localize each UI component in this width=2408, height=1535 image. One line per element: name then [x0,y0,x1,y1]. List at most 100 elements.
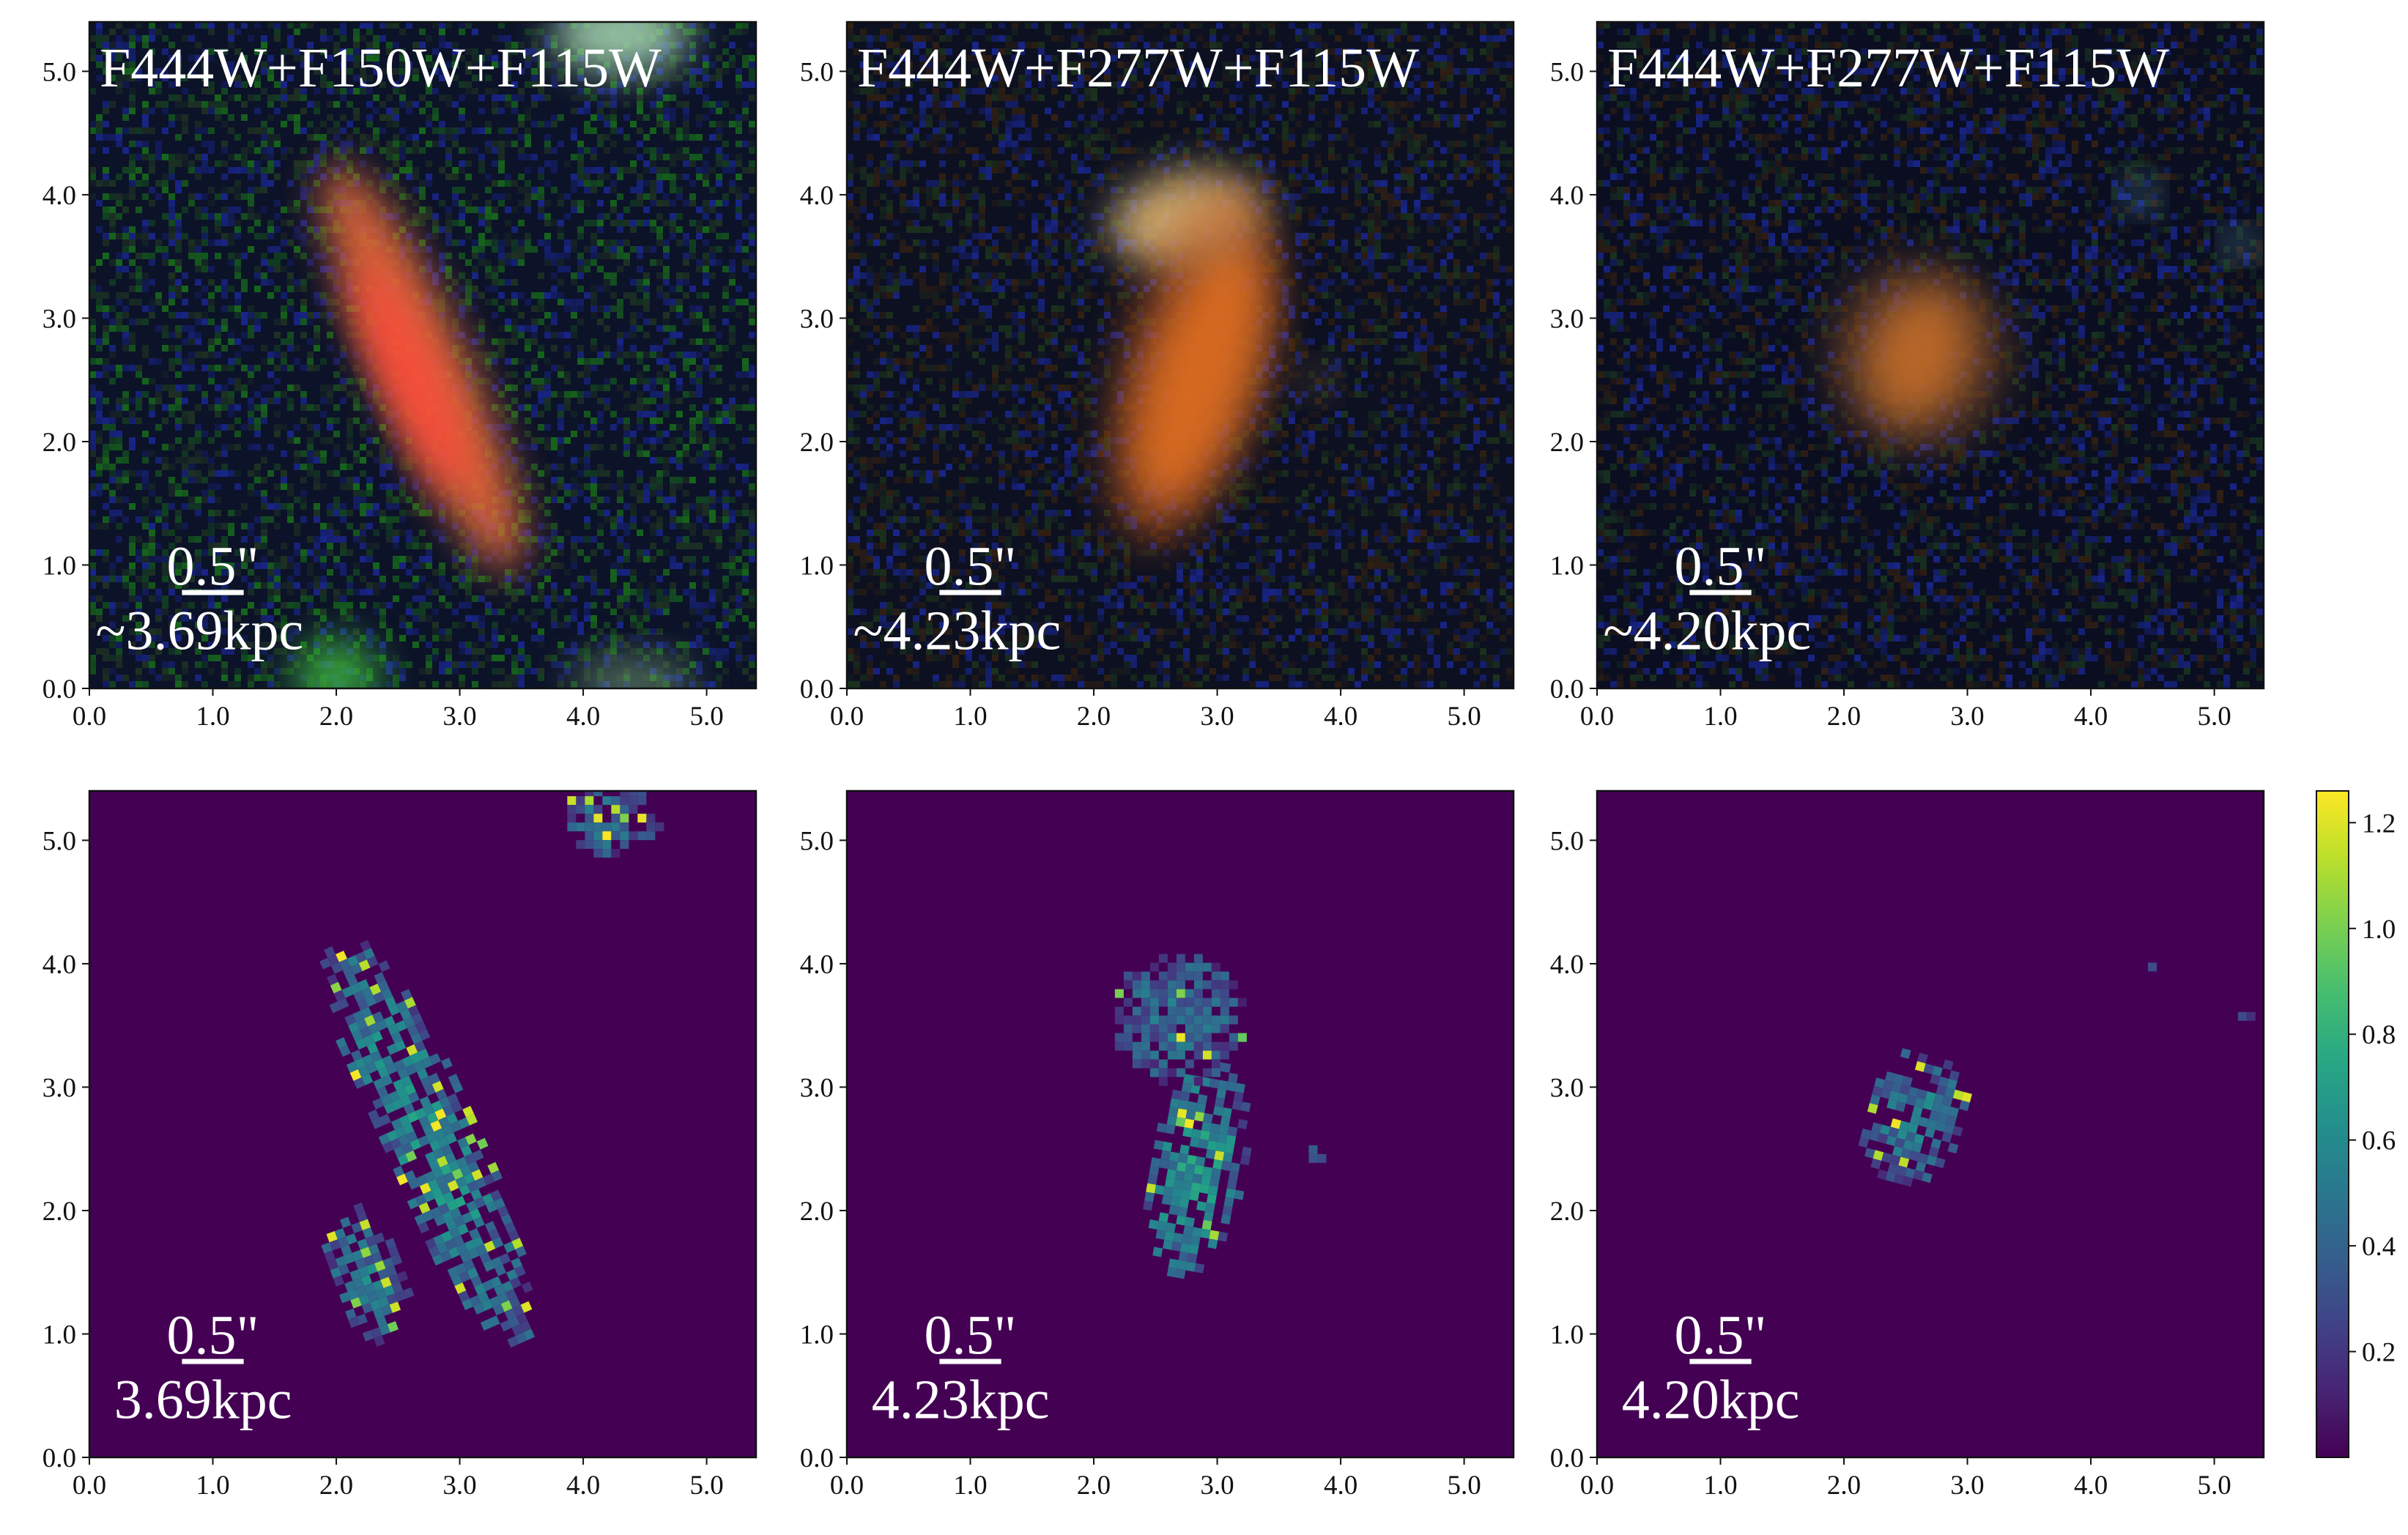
source-2 [2237,1011,2256,1021]
x-tick-label: 2.0 [319,1471,353,1501]
y-tick-label: 1.0 [800,551,834,581]
y-tick-label: 4.0 [42,181,76,211]
scalebar-line [1689,1359,1752,1364]
source-3 [293,639,380,688]
y-tick-label: 5.0 [42,57,76,87]
scalebar-angle-label: 0.5" [167,1305,259,1367]
source-1 [2148,962,2157,972]
source-0 [1143,1060,1252,1279]
source-0 [1858,1048,1973,1187]
x-tick-label: 4.0 [1324,1471,1357,1501]
y-tick-label: 1.0 [42,551,76,581]
x-tick-label: 0.0 [73,702,106,732]
x-tick-label: 4.0 [566,702,600,732]
x-tick-label: 1.0 [953,702,987,732]
y-tick-label: 3.0 [42,1073,76,1103]
band-label: F444W+F150W+F115W [100,37,662,99]
source-2 [2125,179,2155,210]
y-tick-label: 5.0 [1550,826,1584,856]
scalebar-angle-label: 0.5" [1675,1305,1767,1367]
band-label: F444W+F277W+F115W [1607,37,2169,99]
source-1 [1825,256,2011,454]
band-label: F444W+F277W+F115W [857,37,1419,99]
y-tick-label: 0.0 [42,674,76,705]
scalebar-physical-label: ~4.20kpc [1603,601,1811,662]
colorbar-tick-label: 0.6 [2362,1126,2396,1156]
scalebar-line [939,1359,1001,1364]
source-3 [2226,231,2252,257]
source-1 [321,1203,415,1347]
image-area [847,791,1514,1457]
y-tick-label: 3.0 [1550,304,1584,334]
image-area [847,22,1514,688]
x-tick-label: 0.0 [830,1471,864,1501]
source-3 [1301,365,1331,395]
colorbar-tick-label: 1.0 [2362,915,2396,945]
x-tick-label: 4.0 [2074,702,2108,732]
source-1 [1114,954,1247,1086]
y-tick-label: 5.0 [42,826,76,856]
image-area [1597,791,2264,1457]
x-tick-label: 0.0 [73,1471,106,1501]
y-tick-label: 2.0 [42,428,76,458]
x-tick-label: 3.0 [1200,702,1234,732]
x-tick-label: 2.0 [1077,1471,1111,1501]
colorbar-tick-label: 0.2 [2362,1338,2396,1368]
panel-rgb-3: 0.0 1.0 2.0 3.0 4.0 5.0 0.0 1.0 2.0 3.0 4.0 5.0 F444… [1550,21,2265,732]
scalebar-angle-label: 0.5" [925,536,1017,598]
panel-map-1: 0.0 1.0 2.0 3.0 4.0 5.0 0.0 1.0 2.0 3.0 4.0 5.0 0.5"… [42,789,757,1501]
scalebar-line [182,590,244,595]
scalebar-physical-label: 4.23kpc [872,1369,1050,1431]
colorbar [2316,790,2349,1458]
y-tick-label: 3.0 [800,304,834,334]
x-tick-label: 1.0 [1703,1471,1737,1501]
x-tick-label: 4.0 [2074,1471,2108,1501]
scalebar-physical-label: 3.69kpc [114,1369,292,1431]
source-1 [355,267,466,494]
image-area [89,22,756,688]
x-tick-label: 2.0 [1827,702,1861,732]
x-tick-label: 1.0 [1703,702,1737,732]
x-tick-label: 3.0 [1950,1471,1984,1501]
x-tick-label: 5.0 [1447,1471,1481,1501]
scalebar-line [939,590,1001,595]
x-tick-label: 5.0 [689,1471,723,1501]
x-tick-label: 1.0 [196,702,229,732]
x-tick-label: 3.0 [1200,1471,1234,1501]
x-tick-label: 5.0 [689,702,723,732]
scalebar-angle-label: 0.5" [1675,536,1767,598]
x-tick-label: 0.0 [1580,702,1614,732]
source-2 [1308,1145,1327,1163]
y-tick-label: 0.0 [1550,674,1584,705]
x-tick-label: 1.0 [953,1471,987,1501]
axes-frame [88,21,757,690]
y-tick-label: 1.0 [1550,1320,1584,1350]
y-tick-label: 4.0 [1550,181,1584,211]
x-tick-label: 1.0 [196,1471,229,1501]
y-tick-label: 0.0 [42,1443,76,1473]
x-tick-label: 2.0 [1077,702,1111,732]
colorbar-tick-label: 0.4 [2362,1232,2396,1262]
y-tick-label: 0.0 [1550,1443,1584,1473]
panel-rgb-1: 0.0 1.0 2.0 3.0 4.0 5.0 0.0 1.0 2.0 3.0 4.0 5.0 F444… [42,21,757,732]
x-tick-label: 0.0 [1580,1471,1614,1501]
y-tick-label: 3.0 [1550,1073,1584,1103]
y-tick-label: 5.0 [1550,57,1584,87]
y-tick-label: 5.0 [800,826,834,856]
scalebar-physical-label: ~3.69kpc [95,601,303,662]
image-area [89,791,756,1457]
x-tick-label: 3.0 [442,1471,476,1501]
panel-map-3: 0.0 1.0 2.0 3.0 4.0 5.0 0.0 1.0 2.0 3.0 4.0 5.0 0.5"… [1550,789,2265,1501]
y-tick-label: 4.0 [800,181,834,211]
scalebar-physical-label: ~4.23kpc [853,601,1061,662]
source-2 [567,791,664,858]
y-tick-label: 3.0 [800,1073,834,1103]
scalebar-line [1689,590,1752,595]
source-2 [1106,187,1279,548]
y-tick-label: 0.0 [800,1443,834,1473]
scalebar-angle-label: 0.5" [167,536,259,598]
x-tick-label: 3.0 [442,702,476,732]
y-tick-label: 2.0 [800,428,834,458]
axes-frame [1596,789,2265,1459]
